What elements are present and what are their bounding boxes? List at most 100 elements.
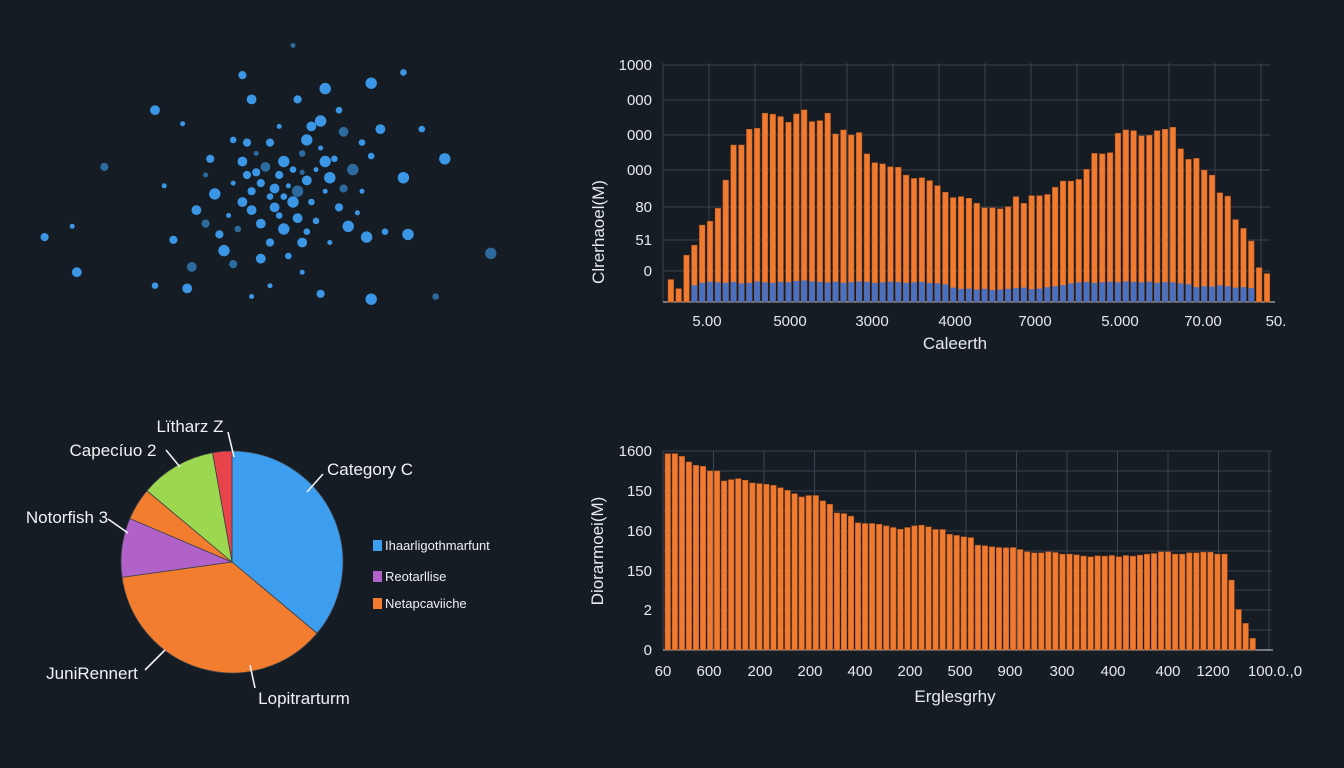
pie-slice xyxy=(146,452,233,564)
legend-entry: Ihaarligothmarfunt xyxy=(385,538,490,553)
bar-orange xyxy=(667,279,674,303)
bar xyxy=(939,529,946,651)
legend-entry: Reotarllise xyxy=(385,569,446,584)
x-tick-label: 200 xyxy=(797,663,822,680)
bar xyxy=(742,479,749,651)
bar xyxy=(721,480,728,651)
y-axis-label: Clrerhaoel(M) xyxy=(589,180,608,284)
bar xyxy=(826,503,833,651)
bar xyxy=(1151,553,1158,651)
y-tick-label: 000 xyxy=(627,92,652,109)
bar-blue xyxy=(942,284,949,302)
bar xyxy=(784,490,791,651)
x-axis-label: Caleerth xyxy=(923,334,987,353)
bar xyxy=(911,525,918,651)
bar xyxy=(812,495,819,651)
bar-blue xyxy=(1052,286,1059,302)
bar-blue xyxy=(1217,285,1223,302)
bar xyxy=(904,527,911,651)
bar-blue xyxy=(958,288,964,302)
bar-blue xyxy=(1068,283,1074,302)
leader-line xyxy=(249,664,256,689)
bar xyxy=(671,453,678,651)
bar xyxy=(1122,555,1129,651)
bar-blue xyxy=(1177,283,1184,302)
bar xyxy=(925,526,932,651)
y-tick-label: 2 xyxy=(644,602,652,619)
bar xyxy=(714,470,721,651)
y-tick-label: 1600 xyxy=(619,443,652,460)
bar-blue xyxy=(934,283,941,302)
bar-blue xyxy=(966,288,972,302)
bar xyxy=(1080,555,1087,651)
bar-blue xyxy=(746,282,753,302)
x-tick-label: 400 xyxy=(1100,663,1125,680)
y-tick-label: 150 xyxy=(627,483,652,500)
x-tick-label: 200 xyxy=(747,663,772,680)
bar-blue xyxy=(840,282,847,302)
bar-blue xyxy=(848,282,855,302)
bar xyxy=(756,483,763,651)
bar-orange xyxy=(1263,273,1271,303)
bar xyxy=(1010,547,1017,651)
leader-line xyxy=(107,518,129,534)
bar-blue xyxy=(1122,281,1129,302)
bar xyxy=(1101,555,1108,651)
bar-blue xyxy=(926,282,933,302)
legend-swatch xyxy=(373,598,382,609)
bar-blue xyxy=(1185,284,1192,302)
bar xyxy=(777,487,784,651)
bar-blue xyxy=(785,282,792,302)
bar xyxy=(1059,553,1066,651)
bar-blue xyxy=(989,290,996,302)
bar xyxy=(1172,553,1179,651)
bar-blue xyxy=(1020,287,1027,302)
x-tick-label: 5.000 xyxy=(1101,313,1139,330)
bar-blue xyxy=(730,281,737,302)
bar xyxy=(763,484,770,651)
bar-blue xyxy=(817,281,823,302)
bar-blue xyxy=(1005,288,1011,302)
bar xyxy=(685,461,692,651)
bar xyxy=(876,524,883,651)
pie-label-junirennert: JuniRennert xyxy=(46,664,138,683)
bar xyxy=(995,547,1003,651)
x-tick-label: 500 xyxy=(947,663,972,680)
bar xyxy=(988,546,995,651)
bar-blue xyxy=(1201,286,1208,302)
bar-blue xyxy=(1115,282,1121,302)
leader-line xyxy=(144,649,166,671)
x-tick-label: 60 xyxy=(655,663,672,680)
bar-blue xyxy=(856,281,862,302)
pie-label-lithartz: Lïtharz Z xyxy=(156,417,223,436)
bar xyxy=(1235,609,1242,651)
bar xyxy=(869,523,876,651)
bar xyxy=(1158,551,1165,651)
bar-blue xyxy=(1248,288,1255,302)
bar xyxy=(833,512,840,651)
bar xyxy=(1094,555,1101,651)
y-tick-label: 150 xyxy=(627,563,652,580)
bar-blue xyxy=(715,282,721,302)
bar-blue xyxy=(1154,282,1160,302)
bar-blue xyxy=(769,282,776,302)
bar-blue xyxy=(903,282,909,302)
bar-blue xyxy=(691,285,698,302)
bar xyxy=(1115,556,1122,651)
bar-blue xyxy=(832,281,839,302)
bar xyxy=(791,493,798,651)
y-tick-label: 0 xyxy=(644,263,652,280)
bar-blue xyxy=(1170,282,1176,302)
x-tick-label: 3000 xyxy=(855,313,888,330)
bar-blue xyxy=(809,281,815,302)
y-tick-label: 000 xyxy=(627,127,652,144)
x-tick-label: 400 xyxy=(1155,663,1180,680)
y-tick-label: 80 xyxy=(635,199,652,216)
pie-label-category-c: Category C xyxy=(327,460,413,479)
bar-blue xyxy=(950,287,957,302)
bar xyxy=(1038,552,1045,651)
bar-blue xyxy=(864,281,870,302)
bar xyxy=(1052,552,1059,651)
bar-blue xyxy=(754,281,760,302)
